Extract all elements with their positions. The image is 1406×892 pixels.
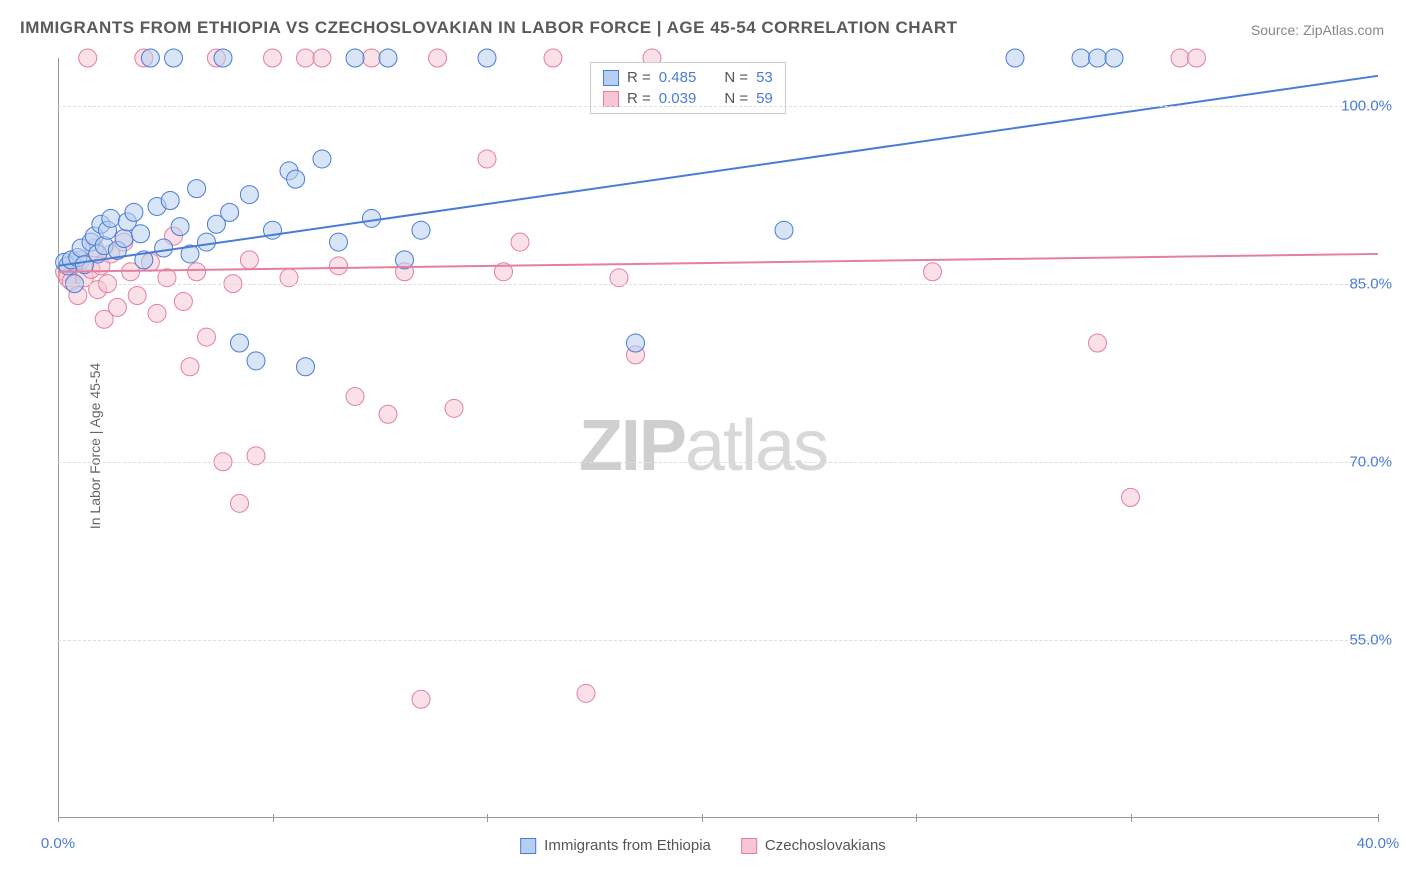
data-point — [379, 405, 397, 423]
y-tick-label: 85.0% — [1349, 275, 1392, 292]
data-point — [478, 49, 496, 67]
data-point — [1188, 49, 1206, 67]
data-point — [188, 180, 206, 198]
data-point — [155, 239, 173, 257]
data-point — [363, 209, 381, 227]
n-value: 53 — [756, 69, 773, 86]
data-point — [240, 186, 258, 204]
data-point — [445, 399, 463, 417]
data-point — [346, 49, 364, 67]
r-value: 0.485 — [659, 69, 697, 86]
data-point — [297, 49, 315, 67]
data-point — [181, 358, 199, 376]
x-tick-mark — [916, 814, 917, 822]
data-point — [313, 49, 331, 67]
x-tick-label: 40.0% — [1357, 835, 1400, 852]
data-point — [346, 387, 364, 405]
data-point — [188, 263, 206, 281]
data-point — [214, 49, 232, 67]
data-point — [148, 304, 166, 322]
r-label: R = — [627, 90, 651, 107]
gridline-h — [58, 640, 1378, 641]
chart-title: IMMIGRANTS FROM ETHIOPIA VS CZECHOSLOVAK… — [20, 18, 958, 38]
data-point — [412, 690, 430, 708]
legend-row: R = 0.485 N = 53 — [603, 67, 773, 88]
data-point — [231, 334, 249, 352]
data-point — [363, 49, 381, 67]
data-point — [125, 203, 143, 221]
data-point — [128, 287, 146, 305]
data-point — [165, 49, 183, 67]
r-label: R = — [627, 69, 651, 86]
data-point — [247, 352, 265, 370]
data-point — [102, 209, 120, 227]
data-point — [264, 49, 282, 67]
x-tick-mark — [702, 814, 703, 822]
data-point — [1006, 49, 1024, 67]
y-tick-label: 55.0% — [1349, 631, 1392, 648]
gridline-h — [58, 462, 1378, 463]
data-point — [412, 221, 430, 239]
data-point — [231, 494, 249, 512]
y-tick-label: 100.0% — [1341, 97, 1392, 114]
data-point — [115, 230, 133, 248]
x-tick-mark — [487, 814, 488, 822]
data-point — [79, 49, 97, 67]
data-point — [478, 150, 496, 168]
gridline-h — [58, 106, 1378, 107]
scatter-plot-svg — [58, 58, 1378, 818]
x-tick-mark — [58, 814, 59, 822]
legend-swatch — [741, 838, 757, 854]
legend-swatch — [603, 70, 619, 86]
x-tick-label: 0.0% — [41, 835, 75, 852]
data-point — [429, 49, 447, 67]
source-label: Source: ZipAtlas.com — [1251, 22, 1384, 38]
data-point — [577, 684, 595, 702]
n-label: N = — [724, 69, 748, 86]
legend-swatch — [520, 838, 536, 854]
legend-label: Czechoslovakians — [765, 837, 886, 854]
data-point — [1072, 49, 1090, 67]
data-point — [627, 334, 645, 352]
data-point — [775, 221, 793, 239]
data-point — [511, 233, 529, 251]
legend-item: Czechoslovakians — [741, 837, 886, 854]
data-point — [1171, 49, 1189, 67]
series-legend: Immigrants from Ethiopia Czechoslovakians — [520, 837, 886, 854]
n-value: 59 — [756, 90, 773, 107]
data-point — [198, 328, 216, 346]
data-point — [141, 49, 159, 67]
data-point — [240, 251, 258, 269]
data-point — [1089, 334, 1107, 352]
data-point — [161, 192, 179, 210]
data-point — [924, 263, 942, 281]
data-point — [544, 49, 562, 67]
data-point — [330, 233, 348, 251]
data-point — [108, 298, 126, 316]
x-tick-mark — [1131, 814, 1132, 822]
n-label: N = — [724, 90, 748, 107]
data-point — [287, 170, 305, 188]
legend-label: Immigrants from Ethiopia — [544, 837, 711, 854]
data-point — [1089, 49, 1107, 67]
legend-item: Immigrants from Ethiopia — [520, 837, 711, 854]
data-point — [1105, 49, 1123, 67]
legend-swatch — [603, 91, 619, 107]
y-tick-label: 70.0% — [1349, 453, 1392, 470]
data-point — [198, 233, 216, 251]
data-point — [1122, 488, 1140, 506]
data-point — [174, 292, 192, 310]
data-point — [297, 358, 315, 376]
data-point — [132, 225, 150, 243]
gridline-h — [58, 284, 1378, 285]
x-tick-mark — [273, 814, 274, 822]
x-tick-mark — [1378, 814, 1379, 822]
data-point — [330, 257, 348, 275]
data-point — [313, 150, 331, 168]
data-point — [221, 203, 239, 221]
r-value: 0.039 — [659, 90, 697, 107]
data-point — [379, 49, 397, 67]
data-point — [171, 218, 189, 236]
